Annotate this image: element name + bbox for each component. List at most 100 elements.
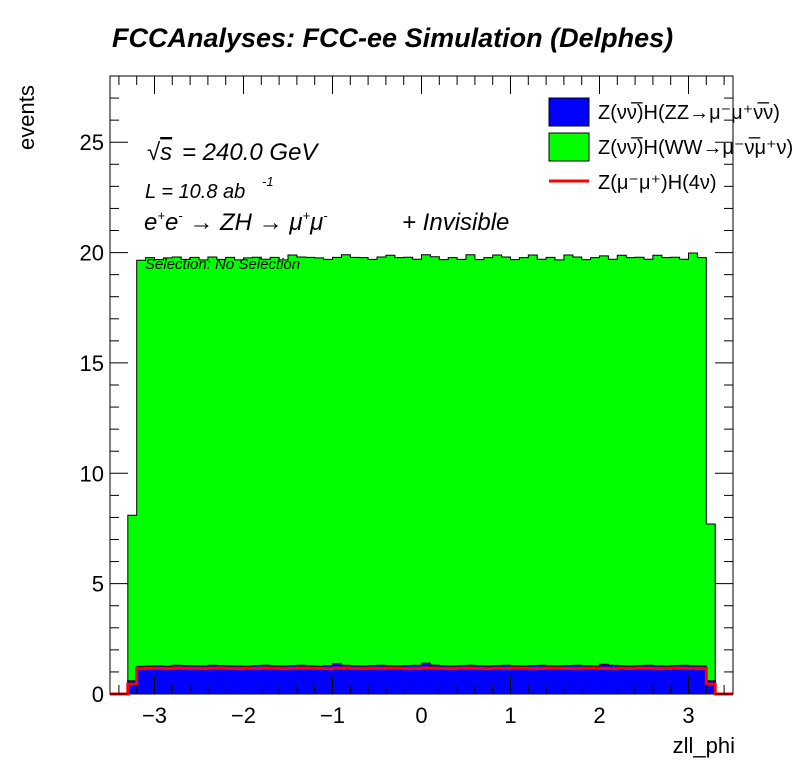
bin-bar-zz (563, 665, 574, 694)
bin-bar-ww (670, 257, 681, 666)
bin-bar-ww (483, 257, 494, 666)
sqrt-symbol: √s (147, 139, 172, 166)
bin-bar-ww (377, 256, 387, 666)
stack-outline-zz (110, 662, 733, 695)
bin-bar-zz (341, 665, 351, 694)
bin-bar-zz (359, 665, 369, 694)
axis-ticks: −3 −2 −1 0 1 2 3 0 5 10 15 20 25 (80, 75, 733, 728)
bin-bar-ww (341, 254, 351, 666)
bin-bar-zz (679, 665, 690, 694)
x-tick-label: −2 (231, 703, 256, 728)
bin-bar-zz (270, 665, 280, 694)
histogram-series (110, 252, 733, 696)
bin-bar-zz (225, 665, 236, 694)
bin-bar-ww (706, 524, 716, 681)
y-tick-label: 15 (80, 351, 104, 376)
bin-bar-ww (403, 257, 414, 666)
bin-bar-zz (626, 665, 636, 694)
bin-bar-ww (154, 259, 164, 666)
bin-bar-zz (403, 665, 414, 694)
bin-bar-zz (510, 665, 520, 694)
bin-bar-ww (599, 255, 609, 665)
legend-label-zz: Z(νν̅)H(ZZ→μ⁻μ⁺ν̅ν) (598, 101, 780, 124)
bin-bar-ww (207, 256, 218, 666)
bin-bar-ww (697, 257, 707, 666)
bin-bar-zz (617, 665, 627, 694)
bin-bar-ww (305, 257, 316, 666)
bin-bar-zz (181, 665, 191, 694)
x-tick-label: 2 (593, 703, 605, 728)
x-axis-label: zll_phi (673, 733, 735, 758)
bin-bar-zz (234, 665, 245, 694)
bin-bar-ww (163, 257, 173, 667)
bin-bar-zz (474, 665, 485, 694)
bin-bar-zz (136, 666, 147, 694)
bin-bar-zz (430, 665, 440, 694)
y-tick-label: 25 (80, 130, 104, 155)
bin-bar-ww (492, 254, 503, 666)
bin-bar-zz (599, 664, 609, 694)
bin-bar-ww (652, 255, 663, 666)
y-tick-label: 20 (80, 241, 104, 266)
bin-bar-ww (145, 257, 156, 666)
bin-bar-ww (555, 259, 565, 666)
bin-bar-ww (510, 259, 520, 666)
bin-bar-zz (590, 665, 601, 694)
bin-bar-ww (448, 257, 458, 666)
bin-bar-zz (172, 665, 182, 694)
bin-bar-zz (145, 665, 156, 694)
bin-bar-ww (581, 259, 592, 666)
bin-bar-zz (190, 665, 200, 694)
sqrt-s-annotation: √s = 240.0 GeV (147, 139, 319, 166)
selection-annotation: Selection: No Selection (145, 256, 300, 273)
bin-bar-zz (385, 665, 396, 694)
bin-bar-ww (528, 254, 538, 666)
bin-bar-ww (439, 259, 449, 666)
bin-bar-zz (261, 665, 271, 694)
bin-bar-zz (519, 665, 529, 694)
bin-bar-zz (288, 665, 298, 694)
bin-bar-ww (457, 259, 467, 666)
bin-bar-ww (323, 259, 334, 666)
bin-bar-ww (172, 256, 182, 666)
bin-bar-zz (412, 665, 423, 694)
bin-bar-zz (528, 665, 538, 694)
y-tick-label: 5 (92, 572, 104, 597)
bin-bar-ww (474, 259, 485, 666)
bin-bar-zz (279, 665, 289, 694)
bin-bar-zz (350, 665, 360, 694)
bin-bar-ww (314, 257, 325, 667)
bin-bar-zz (216, 665, 227, 694)
x-tick-label: 1 (504, 703, 516, 728)
bin-bar-zz (252, 665, 262, 694)
bin-bar-zz (697, 665, 707, 694)
bin-bar-ww (234, 259, 245, 666)
x-tick-label: 3 (682, 703, 694, 728)
bin-bar-ww (252, 257, 262, 666)
y-tick-label: 10 (80, 461, 104, 486)
legend: Z(νν̅)H(ZZ→μ⁻μ⁺ν̅ν) Z(νν̅)H(WW→μ⁻ν̅μ⁺ν) … (548, 97, 793, 194)
bin-bar-ww (617, 255, 627, 666)
bin-bar-zz (154, 665, 164, 694)
legend-swatch-ww (548, 132, 590, 162)
bin-bar-ww (501, 256, 512, 666)
bin-bar-zz (457, 665, 467, 694)
bin-bar-zz (537, 665, 547, 694)
bin-bar-zz (546, 665, 556, 694)
lumi-superscript: -1 (262, 174, 274, 189)
bin-bar-zz (581, 665, 592, 694)
bin-bar-ww (563, 254, 574, 666)
bin-bar-ww (519, 257, 529, 666)
bin-bar-zz (305, 665, 316, 694)
bin-bar-ww (368, 259, 378, 666)
bin-bar-ww (199, 259, 209, 666)
bin-bar-zz (670, 665, 681, 694)
bin-bar-ww (394, 257, 405, 666)
bin-bar-ww (296, 256, 307, 666)
bin-bar-ww (350, 257, 360, 666)
legend-swatch-zz (548, 97, 590, 127)
bin-bar-ww (136, 260, 147, 667)
bin-bar-ww (359, 257, 369, 666)
bin-bar-zz (207, 665, 218, 694)
